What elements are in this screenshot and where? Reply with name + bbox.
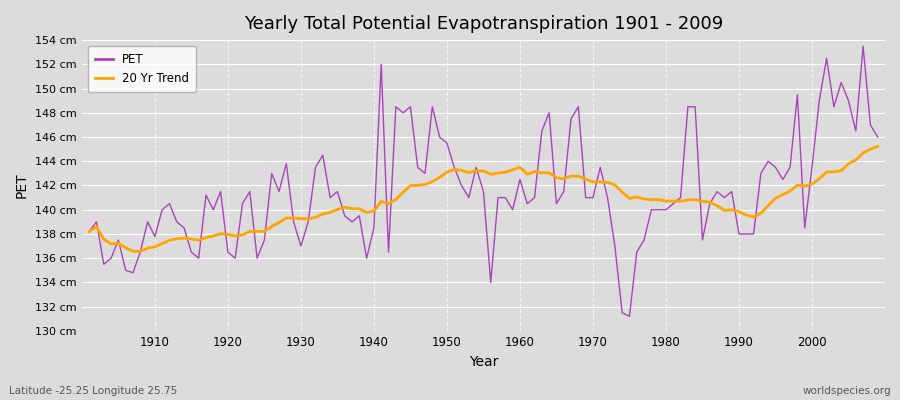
PET	[346, 220, 357, 224]
PET	[302, 220, 313, 224]
PET	[142, 220, 153, 224]
PET	[624, 314, 634, 319]
X-axis label: Year: Year	[469, 355, 498, 369]
Legend: PET, 20 Yr Trend: PET, 20 Yr Trend	[88, 46, 196, 92]
PET	[515, 177, 526, 182]
Text: worldspecies.org: worldspecies.org	[803, 386, 891, 396]
20 Yr Trend	[84, 229, 94, 234]
Line: 20 Yr Trend: 20 Yr Trend	[89, 146, 878, 251]
PET	[602, 195, 613, 200]
Line: PET: PET	[89, 46, 878, 316]
20 Yr Trend	[149, 244, 160, 249]
20 Yr Trend	[310, 215, 321, 220]
PET	[872, 135, 883, 140]
PET	[858, 44, 868, 48]
20 Yr Trend	[135, 249, 146, 254]
20 Yr Trend	[522, 172, 533, 177]
Text: Latitude -25.25 Longitude 25.75: Latitude -25.25 Longitude 25.75	[9, 386, 177, 396]
20 Yr Trend	[515, 165, 526, 170]
20 Yr Trend	[872, 144, 883, 149]
PET	[84, 229, 94, 234]
20 Yr Trend	[609, 182, 620, 187]
Y-axis label: PET: PET	[15, 173, 29, 198]
20 Yr Trend	[354, 206, 364, 211]
Title: Yearly Total Potential Evapotranspiration 1901 - 2009: Yearly Total Potential Evapotranspiratio…	[244, 15, 723, 33]
PET	[508, 207, 518, 212]
